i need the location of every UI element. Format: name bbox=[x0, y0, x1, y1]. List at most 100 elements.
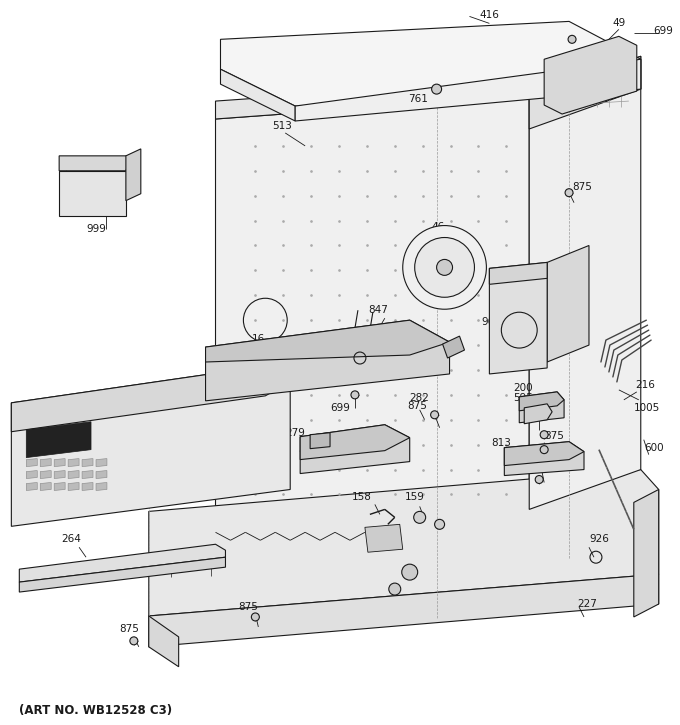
Polygon shape bbox=[96, 483, 107, 491]
Polygon shape bbox=[149, 616, 179, 667]
Polygon shape bbox=[27, 471, 37, 479]
Polygon shape bbox=[220, 69, 295, 121]
Circle shape bbox=[403, 225, 486, 310]
Circle shape bbox=[389, 583, 401, 595]
Text: 875: 875 bbox=[239, 602, 258, 612]
Polygon shape bbox=[68, 483, 79, 491]
Circle shape bbox=[432, 84, 441, 94]
Polygon shape bbox=[300, 425, 410, 460]
Polygon shape bbox=[59, 171, 126, 215]
Text: 962: 962 bbox=[481, 317, 501, 327]
Polygon shape bbox=[12, 366, 290, 526]
Text: 227: 227 bbox=[577, 599, 597, 609]
Polygon shape bbox=[40, 459, 51, 467]
Polygon shape bbox=[54, 459, 65, 467]
Text: 761: 761 bbox=[408, 94, 428, 104]
Circle shape bbox=[435, 519, 445, 529]
Circle shape bbox=[540, 431, 548, 439]
Text: (ART NO. WB12528 C3): (ART NO. WB12528 C3) bbox=[19, 704, 173, 717]
Polygon shape bbox=[520, 392, 564, 423]
Polygon shape bbox=[68, 471, 79, 479]
Circle shape bbox=[351, 391, 359, 399]
Text: 875: 875 bbox=[529, 407, 549, 418]
Polygon shape bbox=[40, 483, 51, 491]
Text: 16: 16 bbox=[252, 334, 265, 344]
Text: 813: 813 bbox=[492, 438, 511, 447]
Polygon shape bbox=[40, 471, 51, 479]
Text: 416: 416 bbox=[479, 10, 499, 20]
Circle shape bbox=[437, 260, 452, 276]
Polygon shape bbox=[82, 471, 93, 479]
Polygon shape bbox=[300, 425, 410, 473]
Text: 159: 159 bbox=[405, 492, 424, 502]
Polygon shape bbox=[27, 483, 37, 491]
Text: 595: 595 bbox=[513, 393, 533, 403]
Text: 279: 279 bbox=[285, 428, 305, 438]
Polygon shape bbox=[490, 262, 547, 284]
Circle shape bbox=[402, 564, 418, 580]
Circle shape bbox=[252, 613, 259, 621]
Polygon shape bbox=[149, 470, 659, 616]
Circle shape bbox=[430, 411, 439, 419]
Polygon shape bbox=[544, 36, 636, 114]
Polygon shape bbox=[19, 544, 226, 582]
Text: 600: 600 bbox=[644, 443, 664, 452]
Polygon shape bbox=[19, 558, 226, 592]
Circle shape bbox=[130, 637, 138, 645]
Polygon shape bbox=[529, 57, 641, 129]
Polygon shape bbox=[96, 471, 107, 479]
Polygon shape bbox=[216, 96, 529, 532]
Polygon shape bbox=[27, 422, 91, 457]
Text: 926: 926 bbox=[589, 534, 609, 544]
Polygon shape bbox=[12, 366, 290, 431]
Text: 699: 699 bbox=[330, 403, 350, 413]
Polygon shape bbox=[529, 57, 641, 510]
Polygon shape bbox=[547, 246, 589, 362]
Polygon shape bbox=[634, 489, 659, 617]
Polygon shape bbox=[310, 433, 330, 449]
Text: 875: 875 bbox=[119, 624, 139, 634]
Text: 200: 200 bbox=[513, 383, 533, 393]
Polygon shape bbox=[220, 22, 641, 106]
Text: 1005: 1005 bbox=[634, 403, 660, 413]
Polygon shape bbox=[524, 404, 552, 423]
Polygon shape bbox=[54, 471, 65, 479]
Polygon shape bbox=[96, 459, 107, 467]
Text: 1: 1 bbox=[28, 492, 35, 502]
Polygon shape bbox=[54, 483, 65, 491]
Text: 158: 158 bbox=[352, 492, 372, 502]
Circle shape bbox=[540, 446, 548, 454]
Text: 216: 216 bbox=[635, 380, 655, 390]
Text: 264: 264 bbox=[61, 534, 81, 544]
Polygon shape bbox=[520, 392, 564, 411]
Polygon shape bbox=[82, 483, 93, 491]
Text: 699: 699 bbox=[653, 26, 674, 36]
Polygon shape bbox=[365, 524, 403, 552]
Polygon shape bbox=[149, 574, 659, 647]
Polygon shape bbox=[216, 79, 529, 119]
Polygon shape bbox=[505, 442, 584, 465]
Polygon shape bbox=[490, 262, 547, 374]
Text: 513: 513 bbox=[272, 121, 292, 131]
Text: 49: 49 bbox=[612, 18, 626, 28]
Text: 875: 875 bbox=[408, 401, 428, 411]
Polygon shape bbox=[330, 328, 395, 351]
Polygon shape bbox=[330, 328, 395, 383]
Text: 875: 875 bbox=[544, 431, 564, 441]
Circle shape bbox=[568, 36, 576, 43]
FancyBboxPatch shape bbox=[17, 408, 51, 467]
Polygon shape bbox=[68, 459, 79, 467]
Polygon shape bbox=[443, 336, 464, 358]
Circle shape bbox=[535, 476, 543, 484]
Polygon shape bbox=[27, 459, 37, 467]
Polygon shape bbox=[205, 320, 449, 362]
Polygon shape bbox=[505, 442, 584, 476]
Polygon shape bbox=[205, 320, 449, 401]
Text: 875: 875 bbox=[572, 182, 592, 191]
Text: 32: 32 bbox=[305, 340, 319, 350]
Circle shape bbox=[565, 188, 573, 196]
Polygon shape bbox=[59, 156, 131, 171]
Text: 999: 999 bbox=[86, 223, 106, 233]
Circle shape bbox=[415, 238, 475, 297]
Text: 46: 46 bbox=[431, 222, 444, 231]
